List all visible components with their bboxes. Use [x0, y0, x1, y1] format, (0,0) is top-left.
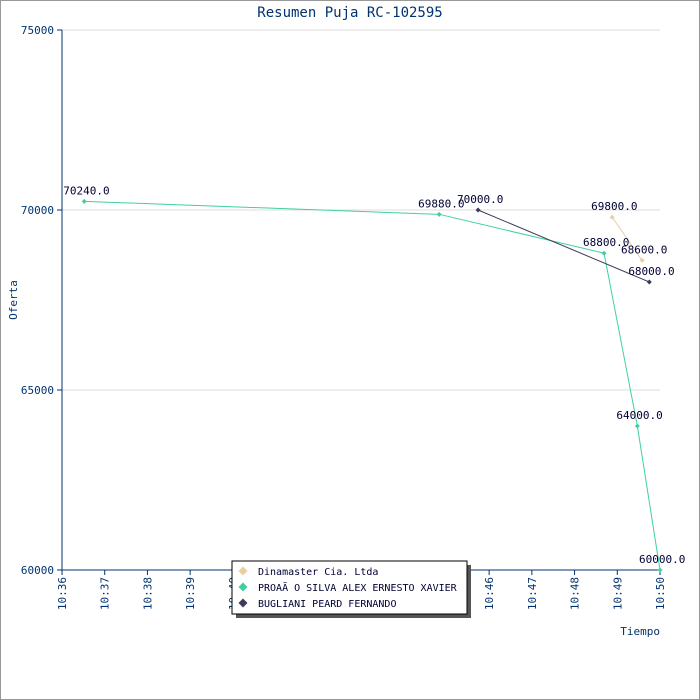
data-label: 70000.0 [457, 193, 503, 206]
y-tick-label: 65000 [21, 384, 54, 397]
data-label: 68800.0 [583, 236, 629, 249]
point [81, 198, 87, 204]
data-label: 60000.0 [639, 553, 685, 566]
x-tick-label: 10:48 [569, 577, 582, 610]
y-tick-label: 70000 [21, 204, 54, 217]
data-label: 68600.0 [621, 243, 667, 256]
x-tick-label: 10:39 [184, 577, 197, 610]
x-tick-label: 10:38 [141, 577, 154, 610]
legend-box [231, 560, 468, 615]
x-tick-label: 10:50 [654, 577, 667, 610]
y-tick-label: 60000 [21, 564, 54, 577]
point [436, 211, 442, 217]
series-line [477, 209, 650, 283]
data-label: 64000.0 [616, 409, 662, 422]
x-axis-label: Tiempo [620, 625, 660, 638]
x-tick-label: 10:46 [483, 577, 496, 610]
legend-marker [238, 598, 248, 608]
legend-marker [238, 582, 248, 592]
data-label: 70240.0 [63, 184, 109, 197]
point [601, 250, 607, 256]
data-label: 69800.0 [591, 200, 637, 213]
x-tick-label: 10:47 [526, 577, 539, 610]
series-line [611, 216, 643, 261]
point [646, 279, 652, 285]
legend-label: PROAÃ O SILVA ALEX ERNESTO XAVIER [258, 581, 458, 594]
legend: Dinamaster Cia. Ltda PROAÃ O SILVA ALEX E… [231, 560, 471, 618]
chart-title: Resumen Puja RC-102595 [257, 5, 442, 21]
x-tick-label: 10:36 [56, 577, 69, 610]
data-label: 69880.0 [418, 197, 464, 210]
y-tick-label: 75000 [21, 24, 54, 37]
x-tick-label: 10:49 [611, 577, 624, 610]
legend-marker [238, 566, 248, 576]
point [634, 423, 640, 429]
data-label: 68000.0 [628, 265, 674, 278]
point [475, 207, 481, 213]
point [609, 214, 615, 220]
legend-label: BUGLIANI PEARD FERNANDO [258, 599, 396, 610]
x-tick-label: 10:37 [99, 577, 112, 610]
point [657, 567, 663, 573]
point [639, 257, 645, 263]
plot-area [62, 30, 660, 570]
y-axis-label: Oferta [7, 280, 20, 320]
legend-label: Dinamaster Cia. Ltda [258, 567, 378, 578]
